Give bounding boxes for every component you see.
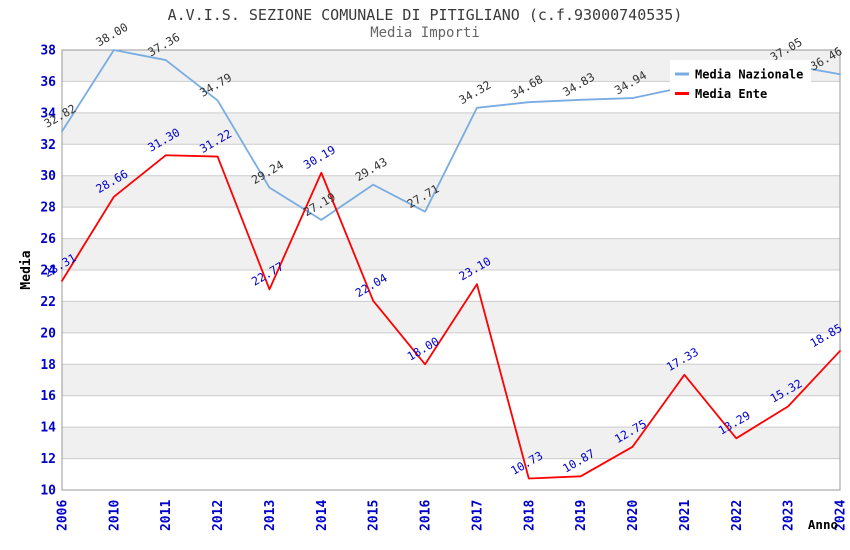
x-axis-title: Anno	[808, 517, 838, 532]
x-tick-label: 2020	[626, 500, 641, 531]
y-tick-label: 22	[40, 295, 56, 310]
x-tick-label: 2006	[56, 500, 71, 531]
y-tick-label: 10	[40, 484, 56, 499]
y-tick-label: 34	[40, 106, 56, 121]
legend-label-media-nazionale: Media Nazionale	[695, 68, 803, 82]
data-label: 18.00	[405, 334, 442, 363]
y-axis-title: Media	[19, 250, 34, 289]
y-tick-label: 28	[40, 201, 56, 216]
chart-subtitle: Media Importi	[370, 25, 480, 41]
plot-band	[62, 175, 840, 208]
x-tick-label: 2011	[159, 500, 174, 531]
x-tick-label: 2021	[678, 500, 693, 531]
y-tick-label: 12	[40, 452, 56, 467]
x-tick-label: 2019	[574, 500, 589, 531]
x-tick-label: 2013	[263, 500, 278, 531]
x-tick-label: 2017	[470, 500, 485, 531]
y-tick-label: 36	[40, 75, 56, 90]
x-tick-label: 2016	[419, 500, 434, 531]
y-tick-label: 16	[40, 389, 56, 404]
data-label: 38.00	[93, 20, 130, 49]
y-tick-label: 24	[40, 264, 56, 279]
legend-box	[670, 60, 811, 112]
data-label: 30.19	[301, 143, 338, 172]
series-line-media-ente	[61, 154, 841, 480]
x-tick-label: 2024	[834, 500, 849, 531]
y-tick-label: 32	[40, 138, 56, 153]
plot-band	[62, 301, 840, 333]
x-tick-label: 2014	[315, 500, 330, 531]
y-tick-label: 30	[40, 169, 56, 184]
plot-band	[62, 112, 840, 145]
x-tick-label: 2015	[367, 500, 382, 531]
y-tick-label: 20	[40, 326, 56, 341]
x-tick-label: 2023	[782, 500, 797, 531]
y-tick-label: 14	[40, 421, 56, 436]
plot-band	[62, 238, 840, 270]
x-tick-label: 2012	[211, 500, 226, 531]
plot-band	[62, 364, 840, 396]
chart-title: A.V.I.S. SEZIONE COMUNALE DI PITIGLIANO …	[167, 6, 683, 24]
plot-border	[61, 49, 841, 491]
legend-label-media-ente: Media Ente	[695, 87, 767, 101]
y-tick-label: 18	[40, 358, 56, 373]
plot-band	[62, 427, 840, 459]
y-tick-label: 26	[40, 232, 56, 247]
data-label: 34.32	[456, 78, 493, 107]
x-tick-label: 2018	[522, 500, 537, 531]
x-tick-label: 2010	[107, 500, 122, 531]
y-tick-label: 38	[40, 44, 56, 59]
x-tick-label: 2022	[730, 500, 745, 531]
data-label: 23.31	[42, 251, 79, 280]
